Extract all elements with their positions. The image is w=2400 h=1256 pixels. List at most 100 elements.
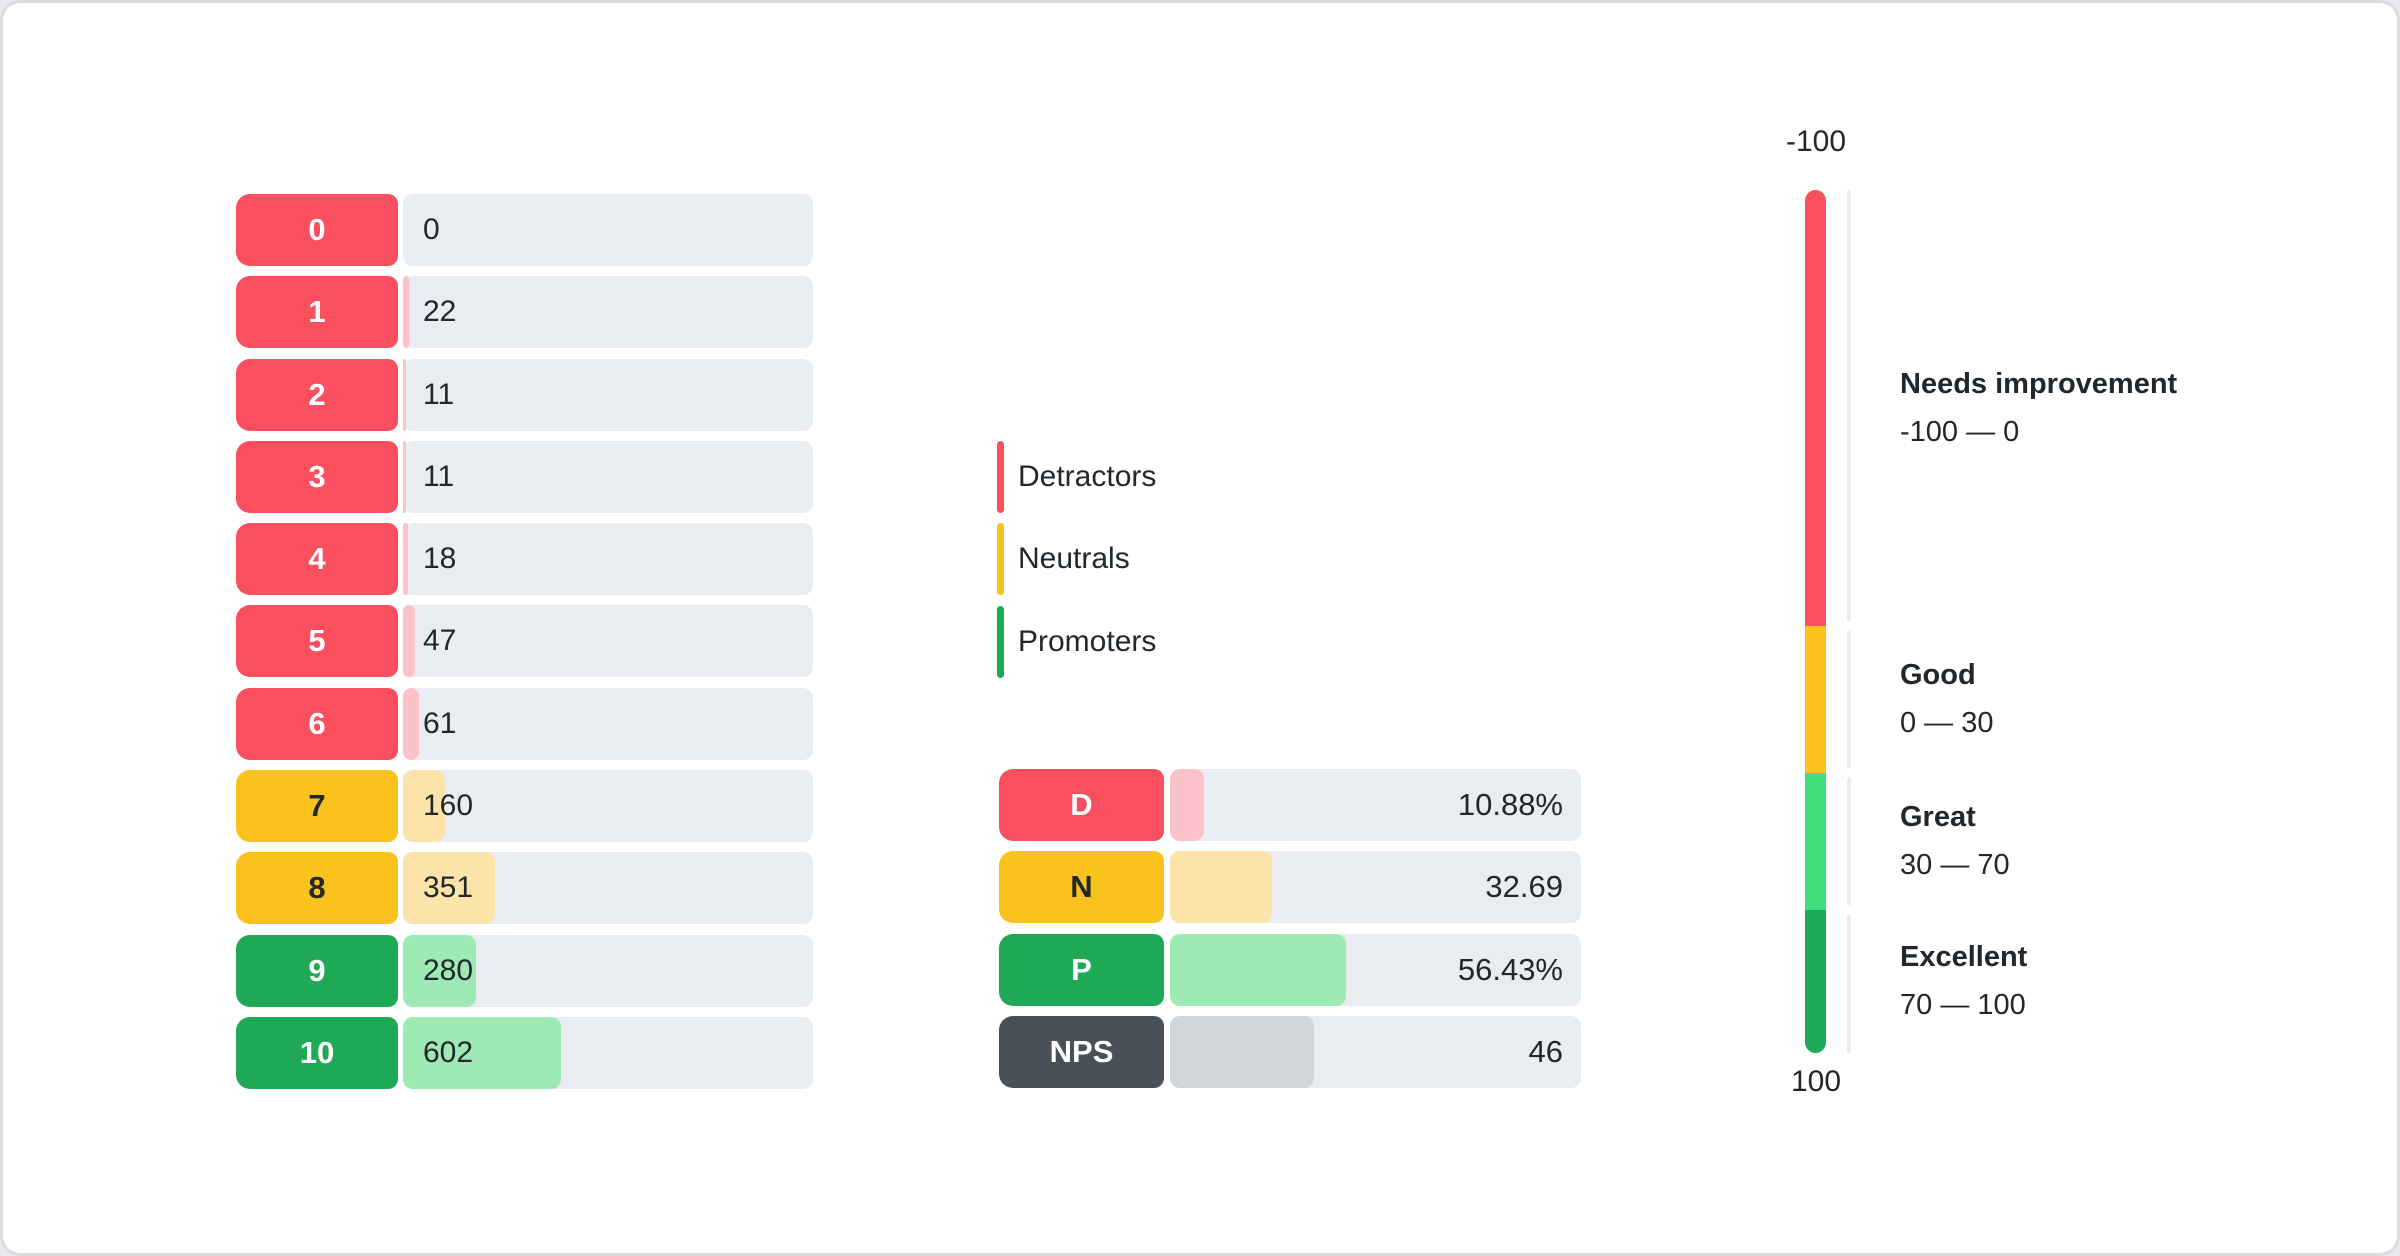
gauge-zone-label: Great 30 — 70: [1900, 797, 2010, 885]
score-badge: 2: [236, 358, 398, 431]
gauge-zone-segment: [1805, 190, 1826, 626]
score-bar-track: 351: [403, 852, 813, 925]
nps-summary-chart: D 10.88% N 32.69 P 56.43% NPS 46: [999, 769, 1581, 1098]
summary-row: NPS 46: [999, 1015, 1581, 1088]
score-bar-track: 11: [403, 358, 813, 431]
gauge-zone-label: Excellent 70 — 100: [1900, 937, 2027, 1025]
score-bar-track: 602: [403, 1016, 813, 1089]
score-badge: 6: [236, 687, 398, 760]
summary-bar-fill: [1170, 769, 1204, 841]
score-row: 7 160: [236, 770, 813, 843]
score-bar-fill: [403, 523, 408, 596]
summary-bar-fill: [1170, 1015, 1314, 1088]
summary-row: N 32.69: [999, 851, 1581, 924]
score-bar-track: 160: [403, 770, 813, 843]
score-badge: 9: [236, 934, 398, 1007]
legend-label: Neutrals: [1018, 542, 1130, 576]
score-badge: 10: [236, 1016, 398, 1089]
score-bar-track: 47: [403, 605, 813, 678]
score-bar-fill: [403, 276, 409, 349]
score-bar-fill: [403, 934, 477, 1007]
summary-badge: D: [999, 769, 1164, 841]
score-bar-track: 0: [403, 194, 813, 266]
gauge-zone-label: Good 0 — 30: [1900, 655, 1994, 743]
score-bar-fill: [403, 687, 419, 760]
summary-bar-fill: [1170, 851, 1273, 924]
score-row: 6 61: [236, 687, 813, 760]
score-count-label: 160: [423, 789, 474, 823]
summary-bar-track: 10.88%: [1170, 769, 1581, 841]
score-row: 10 602: [236, 1016, 813, 1089]
summary-value-label: 46: [1528, 1033, 1563, 1069]
gauge-zone-label: Needs improvement -100 — 0: [1900, 364, 2177, 452]
score-row: 8 351: [236, 852, 813, 925]
gauge-tick-line: [1847, 190, 1851, 1053]
gauge-zone-title: Good: [1900, 659, 1976, 692]
legend-mark-icon: [997, 523, 1004, 596]
gauge-tick-segment: [1847, 190, 1851, 621]
summary-row: D 10.88%: [999, 769, 1581, 841]
gauge-track: [1805, 190, 1826, 1053]
gauge-zone-segment: [1805, 772, 1826, 910]
score-bar-fill: [403, 440, 406, 513]
score-bar-track: 11: [403, 440, 813, 513]
gauge-zone-range: -100 — 0: [1900, 415, 2020, 448]
legend-label: Promoters: [1018, 624, 1157, 658]
gauge-tick-segment: [1847, 914, 1851, 1053]
score-row: 3 11: [236, 440, 813, 513]
summary-badge: NPS: [999, 1015, 1164, 1088]
score-bar-fill: [403, 852, 496, 925]
score-row: 4 18: [236, 523, 813, 596]
score-row: 2 11: [236, 358, 813, 431]
gauge-zone-segment: [1805, 625, 1826, 773]
score-bar-track: 61: [403, 687, 813, 760]
segment-legend: Detractors Neutrals Promoters: [997, 441, 1156, 688]
score-count-label: 0: [423, 213, 440, 246]
score-badge: 5: [236, 605, 398, 678]
score-row: 5 47: [236, 605, 813, 678]
score-count-label: 280: [423, 953, 474, 987]
score-bar-fill: [403, 1016, 561, 1089]
score-badge: 7: [236, 770, 398, 843]
summary-value-label: 10.88%: [1457, 787, 1563, 822]
legend-item: Detractors: [997, 441, 1156, 513]
summary-badge: N: [999, 851, 1164, 924]
score-badge: 4: [236, 523, 398, 596]
summary-badge: P: [999, 933, 1164, 1006]
summary-bar-fill: [1170, 933, 1347, 1006]
summary-bar-track: 32.69: [1170, 851, 1581, 924]
summary-value-label: 32.69: [1485, 869, 1563, 905]
gauge-zone-title: Great: [1900, 801, 1976, 834]
gauge-bottom-label: 100: [1790, 1065, 1842, 1098]
score-bar-fill: [403, 358, 406, 431]
gauge-zone-title: Excellent: [1900, 941, 2028, 974]
gauge-zone-range: 0 — 30: [1900, 707, 1994, 740]
legend-label: Detractors: [1018, 460, 1157, 493]
gauge-zone-range: 30 — 70: [1900, 849, 2010, 882]
gauge-tick-segment: [1847, 630, 1851, 768]
score-count-label: 47: [423, 624, 457, 658]
score-count-label: 61: [423, 706, 457, 740]
score-bar-track: 18: [403, 523, 813, 596]
score-row: 1 22: [236, 276, 813, 349]
score-count-label: 11: [423, 377, 455, 411]
score-distribution-chart: 0 0 1 22 2 11 3 11 4 18 5 47 6 61 7 160 8 351 9 280 10 602: [236, 194, 813, 1099]
score-badge: 1: [236, 276, 398, 349]
score-badge: 8: [236, 852, 398, 925]
score-bar-track: 22: [403, 276, 813, 349]
gauge-tick-segment: [1847, 777, 1851, 905]
score-count-label: 602: [423, 1035, 474, 1069]
gauge-top-label: -100: [1785, 125, 1847, 158]
summary-bar-track: 56.43%: [1170, 933, 1581, 1006]
gauge-zone-title: Needs improvement: [1900, 367, 2178, 400]
legend-item: Neutrals: [997, 523, 1156, 596]
score-row: 9 280: [236, 934, 813, 1007]
summary-bar-track: 46: [1170, 1015, 1581, 1088]
score-badge: 3: [236, 440, 398, 513]
score-count-label: 22: [423, 295, 457, 329]
score-bar-fill: [403, 770, 445, 843]
score-count-label: 351: [423, 871, 474, 905]
legend-mark-icon: [997, 441, 1004, 513]
summary-row: P 56.43%: [999, 933, 1581, 1006]
